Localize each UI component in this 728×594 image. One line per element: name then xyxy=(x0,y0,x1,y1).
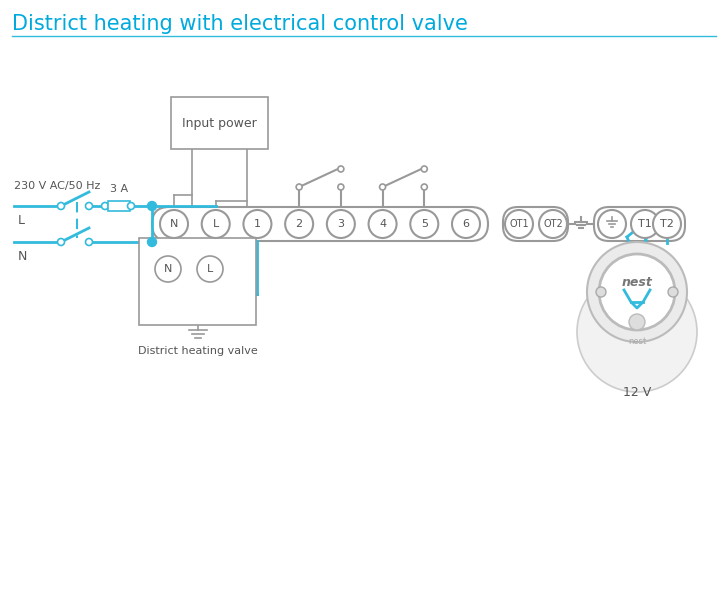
Circle shape xyxy=(653,210,681,238)
Circle shape xyxy=(285,210,313,238)
Circle shape xyxy=(577,272,697,392)
Text: T1: T1 xyxy=(638,219,652,229)
Text: N: N xyxy=(170,219,178,229)
Text: N: N xyxy=(18,251,28,264)
Circle shape xyxy=(58,203,65,210)
Circle shape xyxy=(155,256,181,282)
Circle shape xyxy=(85,239,92,245)
Circle shape xyxy=(101,203,108,210)
Text: L: L xyxy=(207,264,213,274)
Text: 1: 1 xyxy=(254,219,261,229)
Text: Input power: Input power xyxy=(182,116,257,129)
Circle shape xyxy=(587,242,687,342)
Circle shape xyxy=(197,256,223,282)
Circle shape xyxy=(668,287,678,297)
Text: District heating with electrical control valve: District heating with electrical control… xyxy=(12,14,468,34)
Text: L: L xyxy=(18,214,25,228)
Circle shape xyxy=(505,210,533,238)
Bar xyxy=(108,201,130,211)
Text: District heating valve: District heating valve xyxy=(138,346,258,356)
Text: OT2: OT2 xyxy=(543,219,563,229)
Text: 3 A: 3 A xyxy=(110,184,128,194)
Circle shape xyxy=(338,184,344,190)
FancyBboxPatch shape xyxy=(503,207,568,241)
Circle shape xyxy=(629,314,645,330)
Circle shape xyxy=(452,210,480,238)
FancyBboxPatch shape xyxy=(594,207,685,241)
Circle shape xyxy=(160,210,188,238)
Circle shape xyxy=(539,210,567,238)
Text: T2: T2 xyxy=(660,219,674,229)
Circle shape xyxy=(599,254,675,330)
Circle shape xyxy=(422,166,427,172)
Circle shape xyxy=(598,210,626,238)
Circle shape xyxy=(338,166,344,172)
Text: 12 V: 12 V xyxy=(623,386,651,399)
Circle shape xyxy=(379,184,386,190)
FancyBboxPatch shape xyxy=(171,97,268,149)
Text: 2: 2 xyxy=(296,219,303,229)
Circle shape xyxy=(631,210,659,238)
Text: OT1: OT1 xyxy=(509,219,529,229)
Circle shape xyxy=(368,210,397,238)
Circle shape xyxy=(202,210,230,238)
Circle shape xyxy=(596,287,606,297)
FancyBboxPatch shape xyxy=(139,238,256,325)
Text: nest: nest xyxy=(628,337,646,346)
Circle shape xyxy=(296,184,302,190)
Text: 5: 5 xyxy=(421,219,428,229)
Text: 6: 6 xyxy=(462,219,470,229)
Circle shape xyxy=(148,238,157,247)
Text: 230 V AC/50 Hz: 230 V AC/50 Hz xyxy=(14,181,100,191)
Text: N: N xyxy=(164,264,173,274)
Circle shape xyxy=(411,210,438,238)
Text: L: L xyxy=(213,219,219,229)
Circle shape xyxy=(327,210,355,238)
Circle shape xyxy=(58,239,65,245)
Circle shape xyxy=(243,210,272,238)
Circle shape xyxy=(148,201,157,210)
Text: 4: 4 xyxy=(379,219,386,229)
Text: nest: nest xyxy=(622,276,652,289)
FancyBboxPatch shape xyxy=(152,207,488,241)
Circle shape xyxy=(85,203,92,210)
Circle shape xyxy=(127,203,135,210)
Circle shape xyxy=(422,184,427,190)
Text: 3: 3 xyxy=(337,219,344,229)
